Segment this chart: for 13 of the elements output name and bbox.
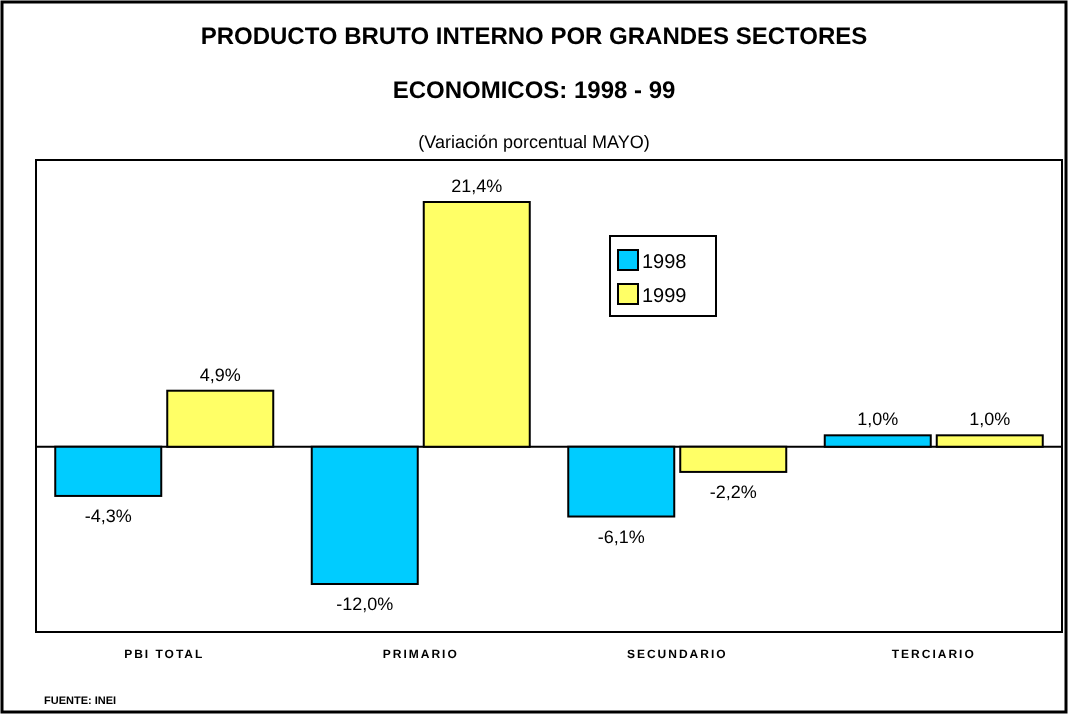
text: (Variación porcentual MAYO) xyxy=(418,132,650,152)
chart-title: PRODUCTO BRUTO INTERNO POR GRANDES SECTORES xyxy=(200,22,868,50)
data-label: 1,0% xyxy=(857,409,899,430)
data-label: -2,2% xyxy=(709,481,757,502)
data-label: -12,0% xyxy=(336,594,394,614)
data-label: -6,1% xyxy=(597,526,645,547)
data-label: 21,4% xyxy=(451,176,503,196)
chart-subtitle: ECONOMICOS: 1998 - 99 xyxy=(392,76,677,104)
data-label: -4,3% xyxy=(84,505,132,526)
data-label: 1,0% xyxy=(969,409,1011,430)
data-label: 4,9% xyxy=(199,364,241,385)
legend-label: 1998 xyxy=(642,252,688,274)
legend-label: 1999 xyxy=(642,286,688,308)
